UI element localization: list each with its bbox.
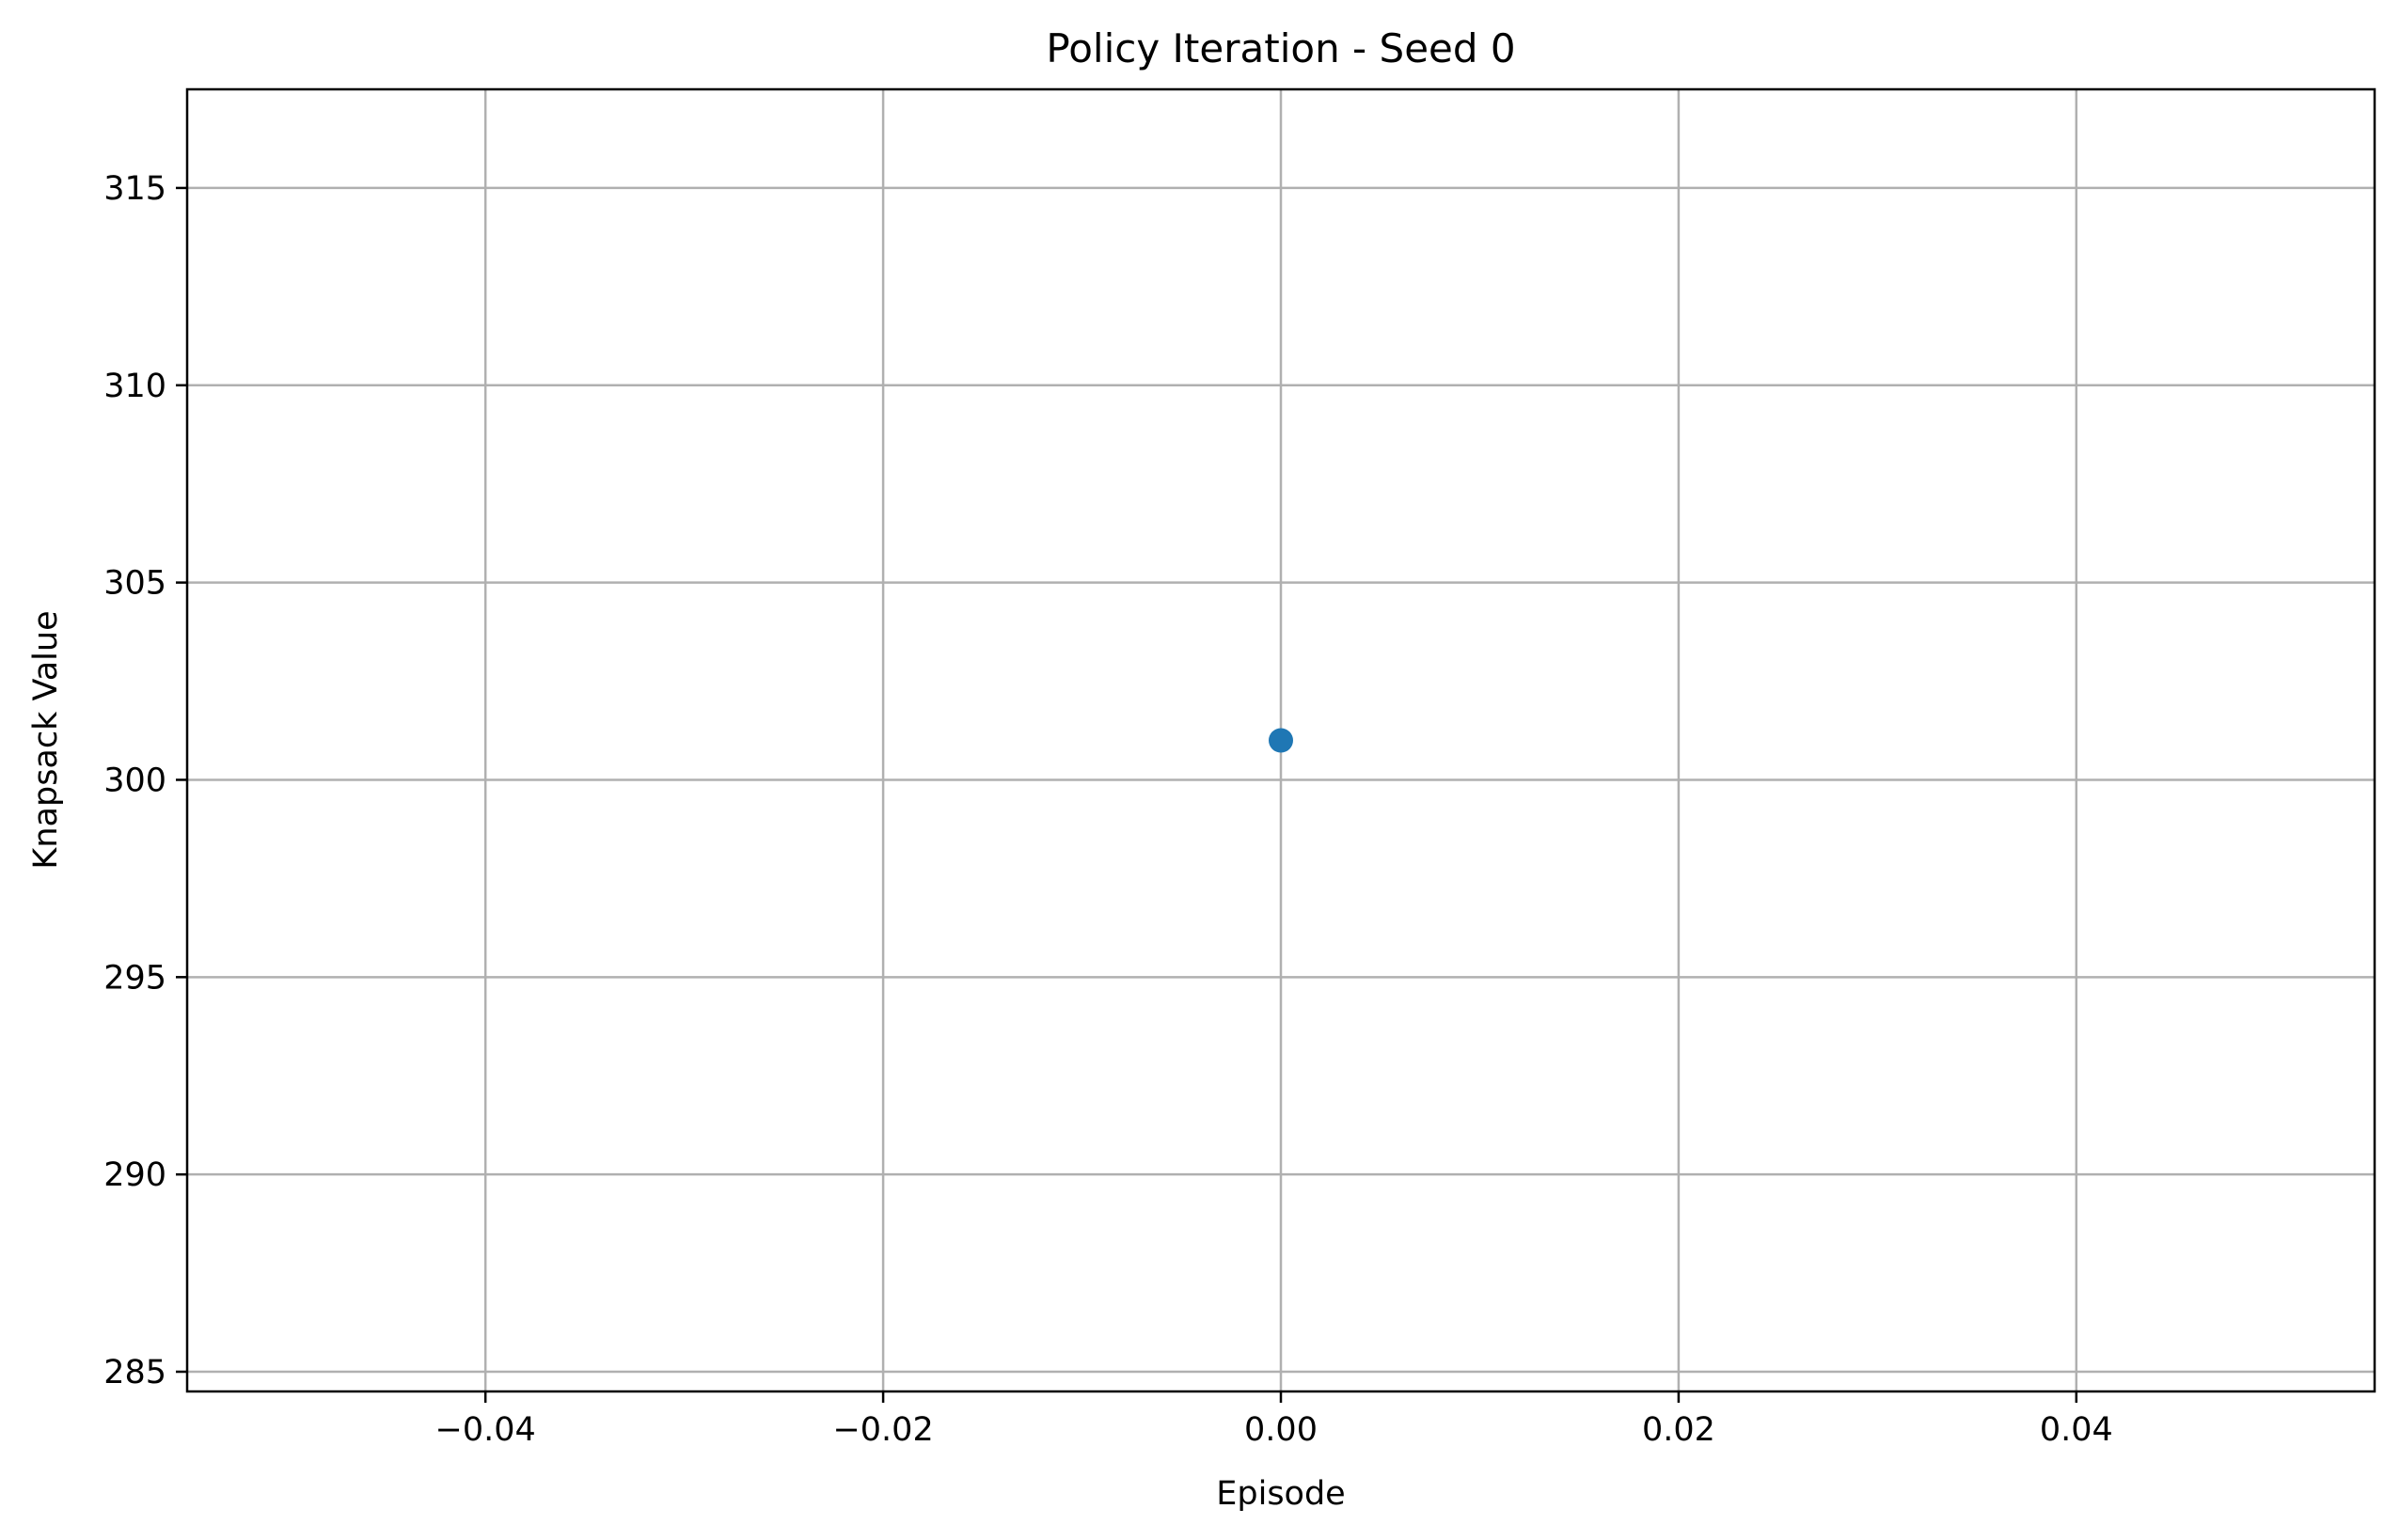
y-tick-label: 300	[103, 762, 166, 799]
ticks: −0.04 −0.02 0.00 0.02 0.04 285 290 295 300 305 310…	[103, 170, 2113, 1449]
x-tick-label: −0.02	[832, 1411, 933, 1449]
y-tick-label: 305	[103, 565, 166, 603]
x-tick-label: 0.04	[2040, 1411, 2113, 1449]
y-tick-label: 285	[103, 1354, 166, 1391]
data-points	[1269, 728, 1293, 753]
x-axis-label: Episode	[1216, 1475, 1345, 1513]
y-axis-label: Knapsack Value	[27, 610, 65, 869]
data-point	[1269, 728, 1293, 753]
y-tick-label: 290	[103, 1156, 166, 1194]
y-tick-label: 310	[103, 368, 166, 405]
x-tick-label: −0.04	[435, 1411, 536, 1449]
x-tick-label: 0.00	[1244, 1411, 1318, 1449]
chart-title: Policy Iteration - Seed 0	[1046, 25, 1515, 71]
x-tick-label: 0.02	[1642, 1411, 1715, 1449]
y-tick-label: 295	[103, 959, 166, 997]
grid	[187, 89, 2375, 1391]
y-tick-label: 315	[103, 170, 166, 208]
